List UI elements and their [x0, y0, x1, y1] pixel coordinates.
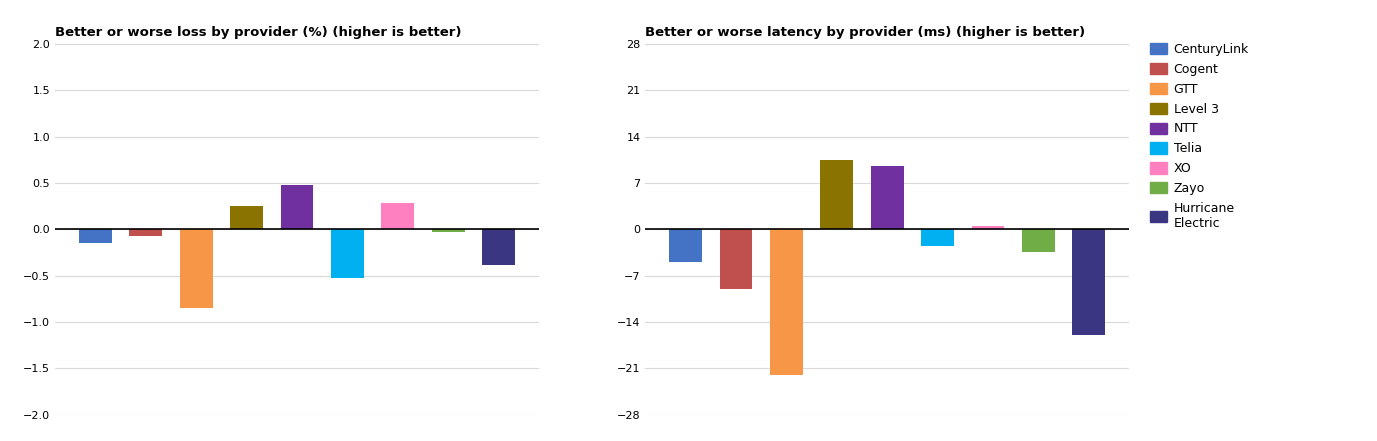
Bar: [381, 203, 414, 229]
Bar: [870, 166, 903, 229]
Text: Better or worse latency by provider (ms) (higher is better): Better or worse latency by provider (ms)…: [646, 26, 1085, 39]
Bar: [180, 229, 212, 308]
Bar: [281, 185, 314, 229]
Bar: [720, 229, 752, 289]
Bar: [78, 229, 112, 243]
Text: Better or worse loss by provider (%) (higher is better): Better or worse loss by provider (%) (hi…: [55, 26, 461, 39]
Bar: [482, 229, 515, 265]
Bar: [821, 160, 854, 229]
Bar: [770, 229, 803, 375]
Bar: [129, 229, 162, 236]
Bar: [972, 226, 1004, 229]
Bar: [1022, 229, 1055, 252]
Bar: [669, 229, 702, 262]
Legend: CenturyLink, Cogent, GTT, Level 3, NTT, Telia, XO, Zayo, Hurricane
Electric: CenturyLink, Cogent, GTT, Level 3, NTT, …: [1150, 43, 1249, 230]
Bar: [230, 206, 263, 229]
Bar: [1073, 229, 1106, 335]
Bar: [432, 229, 464, 232]
Bar: [921, 229, 954, 246]
Bar: [330, 229, 364, 278]
